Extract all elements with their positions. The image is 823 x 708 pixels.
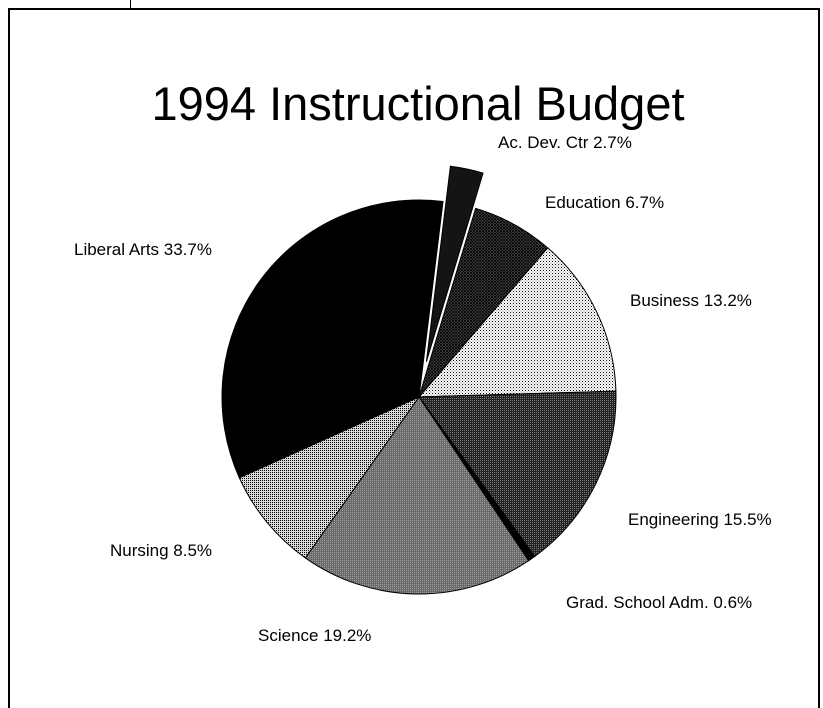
label-ac-dev-ctr: Ac. Dev. Ctr 2.7% (498, 133, 632, 152)
pie-slices (221, 165, 617, 595)
label-grad-school-adm: Grad. School Adm. 0.6% (566, 593, 752, 612)
label-liberal-arts: Liberal Arts 33.7% (74, 240, 212, 259)
pie-slice-science (304, 396, 530, 595)
top-tick-mark (130, 0, 131, 9)
chart-frame (8, 8, 820, 708)
label-nursing: Nursing 8.5% (110, 541, 212, 560)
label-engineering: Engineering 15.5% (628, 510, 772, 529)
label-education: Education 6.7% (545, 193, 664, 212)
pie-slice-liberal-arts (221, 199, 444, 479)
chart-title: 1994 Instructional Budget (151, 77, 684, 130)
pie-slice-business (417, 247, 617, 398)
pie-slice-engineering (418, 390, 617, 558)
pie-slice-ac-dev-ctr (425, 165, 484, 362)
label-business: Business 13.2% (630, 291, 752, 310)
label-science: Science 19.2% (258, 626, 371, 645)
pie-slice-nursing (238, 395, 421, 559)
